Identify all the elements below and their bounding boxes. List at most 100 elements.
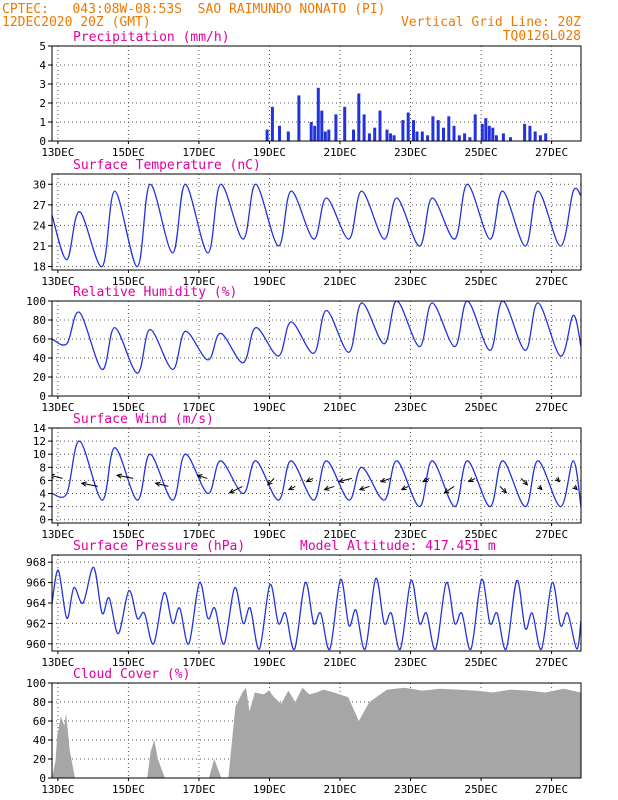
- precip-bar: [286, 131, 290, 141]
- wind-arrowhead: [358, 485, 365, 491]
- wind-vector: [444, 485, 455, 494]
- x-tick-label: 21DEC: [323, 528, 356, 541]
- x-tick-label: 27DEC: [535, 275, 568, 288]
- y-tick-label: 0: [39, 135, 46, 148]
- precip-bar: [367, 133, 371, 141]
- panel-title: Surface Wind (m/s): [73, 412, 214, 427]
- panel-grid: [52, 46, 581, 141]
- wind-arrowhead: [266, 479, 273, 486]
- x-tick-label: 15DEC: [112, 401, 145, 414]
- precip-bar: [426, 135, 430, 141]
- station-title: CPTEC: 043:08W-08:53S SAO RAIMUNDO NONAT…: [2, 2, 386, 17]
- panel-frame: [51, 45, 582, 142]
- wind-arrowhead: [554, 476, 561, 483]
- y-tick-label: 100: [26, 295, 46, 308]
- series-line: [52, 566, 581, 650]
- y-tick-label: 40: [33, 352, 46, 365]
- precip-bar: [457, 135, 461, 141]
- panel-3: 0 20 40 60 80 100 13DEC 15DEC 17DEC 19DEC 21DEC 23D…: [26, 285, 582, 414]
- x-tick-label: 13DEC: [41, 783, 74, 796]
- precip-bar: [491, 127, 495, 141]
- precip-bar: [415, 131, 419, 141]
- precip-bar: [320, 110, 324, 141]
- x-tick-label: 17DEC: [182, 275, 215, 288]
- wind-vector: [81, 482, 98, 487]
- wind-vector: [155, 482, 169, 487]
- x-tick-label: 17DEC: [182, 783, 215, 796]
- x-tick-label: 23DEC: [394, 783, 427, 796]
- vertical-grid-label: Vertical Grid Line: 20Z: [401, 15, 581, 30]
- x-tick-label: 19DEC: [253, 275, 286, 288]
- y-tick-label: 6: [39, 474, 46, 487]
- x-tick-label: 17DEC: [182, 401, 215, 414]
- y-tick-label: 3: [39, 78, 46, 91]
- wind-arrowhead: [572, 484, 578, 491]
- y-tick-label: 80: [33, 314, 46, 327]
- panel-grid: [52, 301, 581, 396]
- precip-bar: [523, 123, 527, 141]
- x-tick-label: 25DEC: [465, 401, 498, 414]
- y-tick-label: 100: [26, 677, 46, 690]
- panel-data: [52, 183, 581, 268]
- y-tick-label: 60: [33, 333, 46, 346]
- x-tick-label: 15DEC: [112, 528, 145, 541]
- wind-arrowhead: [400, 485, 407, 491]
- wind-arrowhead: [228, 488, 235, 494]
- x-tick-label: 23DEC: [394, 528, 427, 541]
- precip-bar: [509, 137, 512, 141]
- y-tick-label: 4: [39, 59, 46, 72]
- precip-bar: [297, 95, 301, 141]
- precip-bar: [501, 133, 505, 141]
- precip-bar: [316, 87, 320, 141]
- series-line: [52, 440, 581, 508]
- series-line: [52, 183, 581, 268]
- wind-vector: [197, 474, 208, 479]
- panel-frame: [51, 173, 582, 271]
- y-tick-label: 10: [33, 448, 46, 461]
- x-tick-label: 13DEC: [41, 146, 74, 159]
- precip-bar: [473, 114, 477, 141]
- precip-bar: [436, 120, 440, 141]
- x-tick-label: 15DEC: [112, 275, 145, 288]
- wind-arrowhead: [287, 485, 294, 491]
- panel-5: 960 962 964 966 968 13DEC 15DEC 17DEC 19DEC 21DEC…: [26, 539, 582, 669]
- y-tick-label: 962: [26, 617, 46, 630]
- precip-bar: [487, 125, 491, 141]
- x-tick-label: 17DEC: [182, 656, 215, 669]
- wind-arrowhead: [467, 477, 474, 483]
- x-tick-label: 21DEC: [323, 401, 356, 414]
- x-tick-label: 25DEC: [465, 528, 498, 541]
- x-tick-label: 25DEC: [465, 275, 498, 288]
- precip-bar: [378, 110, 382, 141]
- y-tick-label: 5: [39, 40, 46, 53]
- precip-bar: [313, 125, 317, 141]
- y-tick-label: 21: [33, 240, 46, 253]
- x-tick-label: 27DEC: [535, 656, 568, 669]
- x-tick-label: 27DEC: [535, 401, 568, 414]
- precip-bar: [463, 133, 467, 141]
- x-tick-label: 23DEC: [394, 275, 427, 288]
- panel-grid: [52, 428, 581, 523]
- x-axis: 13DEC 15DEC 17DEC 19DEC 21DEC 23DEC 25DEC 27DEC: [41, 396, 568, 414]
- y-tick-label: 2: [39, 97, 46, 110]
- x-tick-label: 15DEC: [112, 146, 145, 159]
- precip-bar: [420, 131, 424, 141]
- panel-title: Precipitation (mm/h): [73, 30, 230, 45]
- wind-arrowhead: [421, 477, 429, 483]
- x-tick-label: 23DEC: [394, 656, 427, 669]
- y-tick-label: 966: [26, 577, 46, 590]
- panel-frame: [51, 682, 582, 779]
- precip-bar: [357, 93, 361, 141]
- panel-data: [52, 440, 581, 508]
- panel-grid: [52, 555, 581, 651]
- y-tick-label: 0: [39, 390, 46, 403]
- x-tick-label: 13DEC: [41, 528, 74, 541]
- x-tick-label: 19DEC: [253, 146, 286, 159]
- wind-arrowhead: [80, 481, 87, 487]
- wind-arrowhead: [305, 477, 312, 483]
- header: CPTEC: 043:08W-08:53S SAO RAIMUNDO NONAT…: [2, 2, 581, 44]
- x-tick-label: 15DEC: [112, 783, 145, 796]
- y-axis: 960 962 964 966 968: [26, 556, 52, 651]
